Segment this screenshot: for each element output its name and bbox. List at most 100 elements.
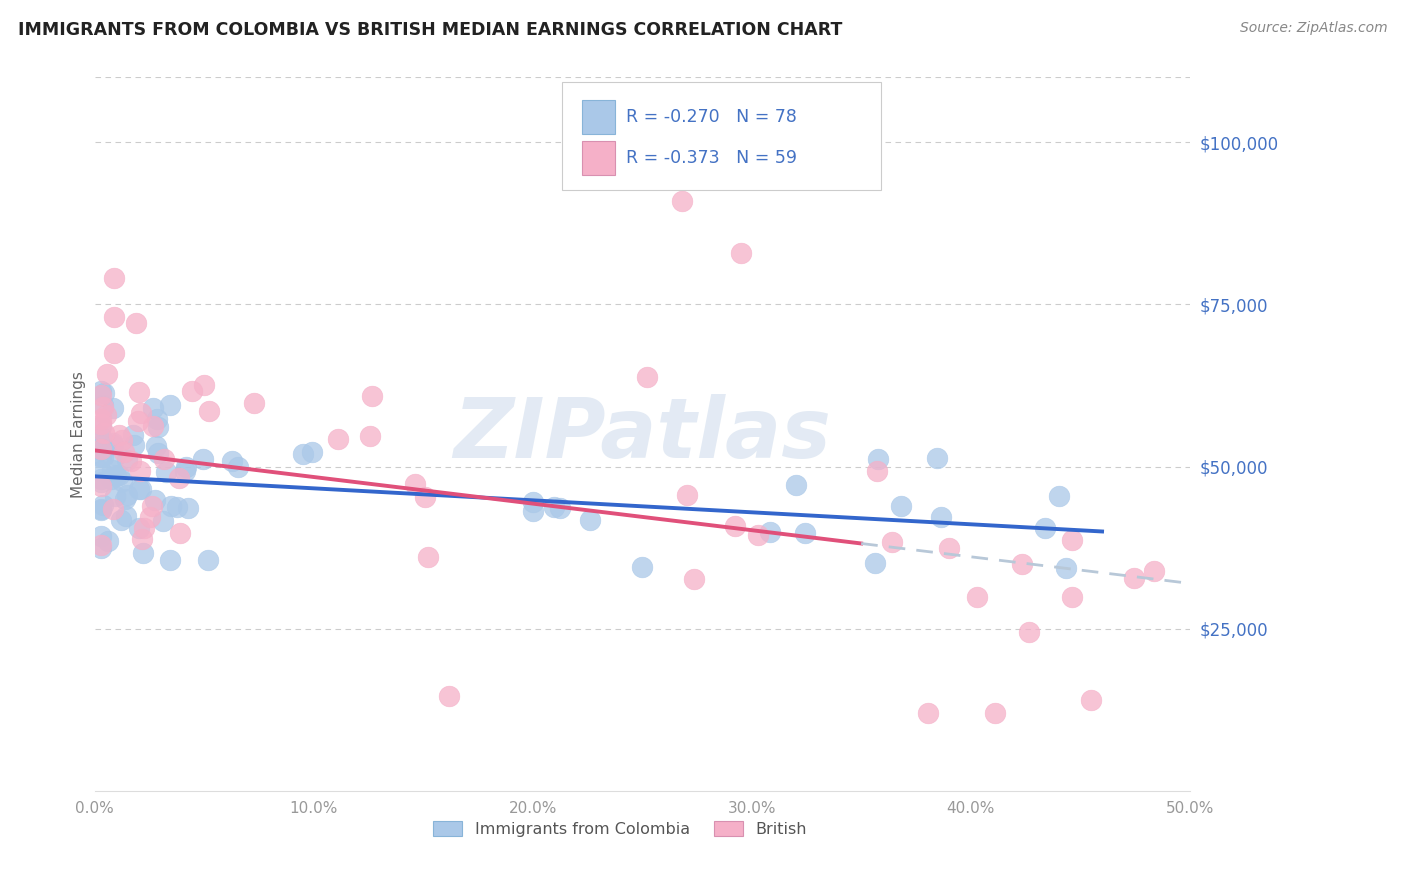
Point (142, 418, 165, 433)
Point (103, 467, 125, 482)
Point (127, 414, 149, 428)
Point (90, 442, 112, 456)
Point (91, 398, 114, 412)
Point (93, 386, 115, 401)
Y-axis label: Median Earnings: Median Earnings (72, 371, 86, 498)
Point (145, 439, 167, 453)
Point (159, 398, 181, 412)
Point (1062, 590, 1084, 604)
Point (120, 454, 142, 468)
Text: IMMIGRANTS FROM COLOMBIA VS BRITISH MEDIAN EARNINGS CORRELATION CHART: IMMIGRANTS FROM COLOMBIA VS BRITISH MEDI… (18, 21, 842, 39)
Point (153, 452, 176, 467)
Text: R = -0.270   N = 78: R = -0.270 N = 78 (626, 108, 797, 126)
Point (142, 401, 165, 416)
Point (198, 404, 221, 418)
Point (90, 417, 112, 432)
Point (128, 384, 150, 399)
Point (723, 519, 745, 533)
Bar (582, 100, 614, 134)
Point (413, 490, 436, 504)
Point (291, 447, 314, 461)
Point (177, 501, 200, 516)
Text: ZIPatlas: ZIPatlas (453, 393, 831, 475)
Point (112, 445, 135, 459)
Point (197, 553, 219, 567)
Point (128, 482, 150, 496)
Point (145, 412, 167, 426)
Point (522, 503, 544, 517)
Point (100, 472, 122, 486)
Point (671, 194, 693, 208)
Point (360, 389, 382, 403)
Point (676, 488, 699, 502)
Bar (582, 141, 614, 175)
Point (90, 529, 112, 543)
Point (124, 438, 146, 452)
Point (103, 310, 125, 325)
Point (359, 429, 381, 443)
Point (880, 534, 903, 549)
FancyBboxPatch shape (562, 82, 880, 190)
Point (90, 475, 112, 489)
Point (193, 377, 215, 392)
Point (865, 556, 887, 570)
Point (105, 469, 128, 483)
Point (131, 532, 153, 546)
Point (1054, 561, 1077, 575)
Point (1018, 625, 1040, 640)
Point (636, 370, 658, 384)
Point (166, 500, 188, 515)
Point (191, 452, 214, 467)
Point (143, 493, 166, 508)
Point (160, 499, 183, 513)
Point (129, 406, 152, 420)
Point (167, 471, 190, 485)
Point (105, 448, 128, 462)
Point (1080, 693, 1102, 707)
Point (90, 411, 112, 425)
Point (100, 463, 122, 477)
Point (96, 367, 118, 381)
Point (243, 396, 266, 410)
Point (868, 452, 890, 467)
Point (983, 706, 1005, 720)
Point (730, 245, 752, 260)
Point (115, 488, 138, 502)
Point (890, 499, 912, 513)
Point (404, 477, 426, 491)
Point (794, 526, 817, 541)
Point (146, 420, 169, 434)
Point (1033, 521, 1056, 535)
Point (1011, 558, 1033, 572)
Point (129, 482, 152, 496)
Point (91, 400, 114, 414)
Point (96, 408, 118, 422)
Point (91, 498, 114, 512)
Point (114, 491, 136, 506)
Point (682, 572, 704, 586)
Point (90, 502, 112, 516)
Point (101, 501, 124, 516)
Point (152, 515, 174, 529)
Point (759, 524, 782, 539)
Point (181, 384, 204, 398)
Point (747, 528, 769, 542)
Point (785, 478, 807, 492)
Point (522, 495, 544, 509)
Point (93, 426, 115, 441)
Point (301, 444, 323, 458)
Point (122, 428, 145, 442)
Point (110, 513, 132, 527)
Point (139, 509, 162, 524)
Point (90, 419, 112, 434)
Point (134, 521, 156, 535)
Point (90, 450, 112, 464)
Point (159, 553, 181, 567)
Point (128, 521, 150, 535)
Point (439, 689, 461, 703)
Point (141, 500, 163, 514)
Point (90, 541, 112, 555)
Legend: Immigrants from Colombia, British: Immigrants from Colombia, British (427, 814, 814, 844)
Point (111, 434, 134, 448)
Point (169, 525, 191, 540)
